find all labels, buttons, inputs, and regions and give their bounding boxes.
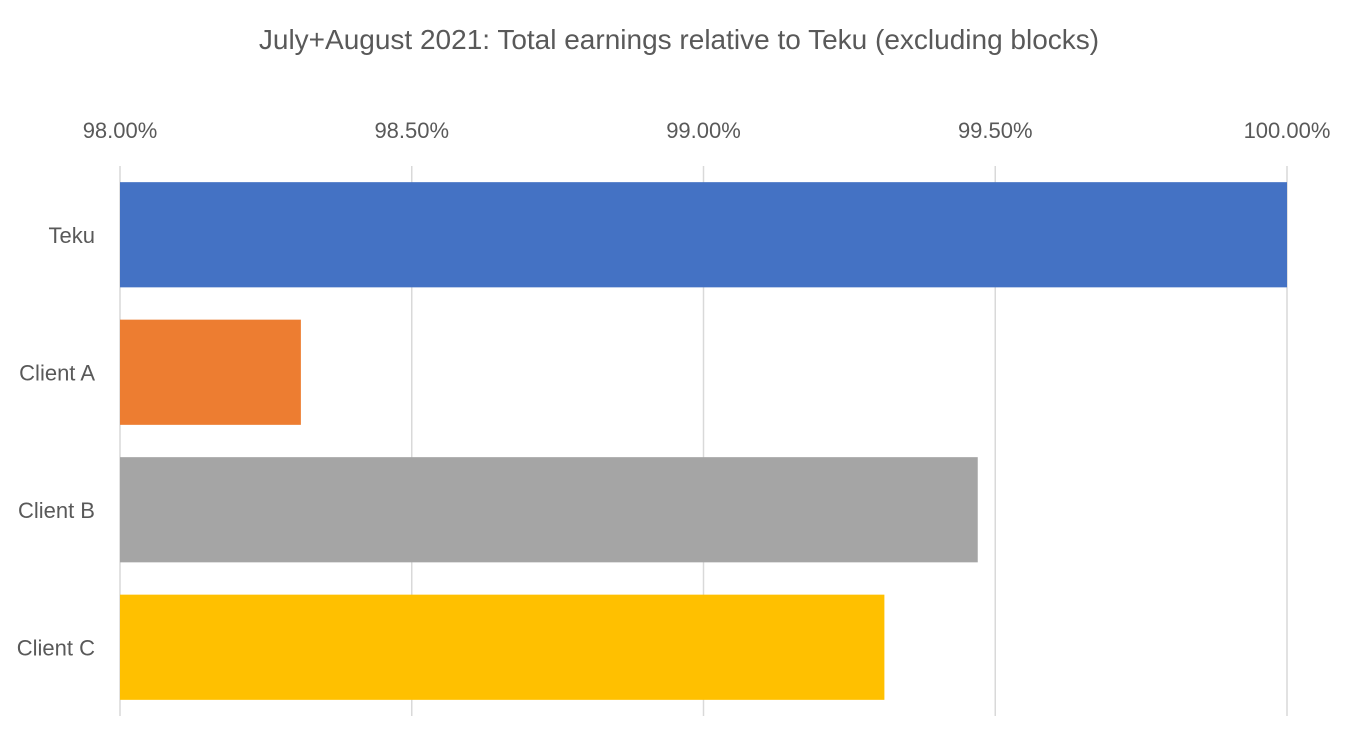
category-label: Client C: [17, 635, 95, 660]
x-tick-label: 98.00%: [83, 118, 158, 143]
bar-teku: [120, 182, 1287, 288]
category-label: Client B: [18, 498, 95, 523]
x-tick-label: 98.50%: [374, 118, 449, 143]
chart-title: July+August 2021: Total earnings relativ…: [259, 24, 1099, 55]
x-tick-label: 100.00%: [1244, 118, 1331, 143]
x-axis-ticks: 98.00% 98.50% 99.00% 99.50% 100.00%: [83, 118, 1331, 143]
category-label: Teku: [49, 223, 95, 248]
x-tick-label: 99.50%: [958, 118, 1033, 143]
category-label: Client A: [19, 360, 95, 385]
bar-client-a: [120, 319, 301, 425]
bar-client-b: [120, 457, 978, 563]
bars: [120, 182, 1287, 700]
category-labels: Teku Client A Client B Client C: [17, 223, 96, 661]
bar-client-c: [120, 594, 885, 700]
x-tick-label: 99.00%: [666, 118, 741, 143]
